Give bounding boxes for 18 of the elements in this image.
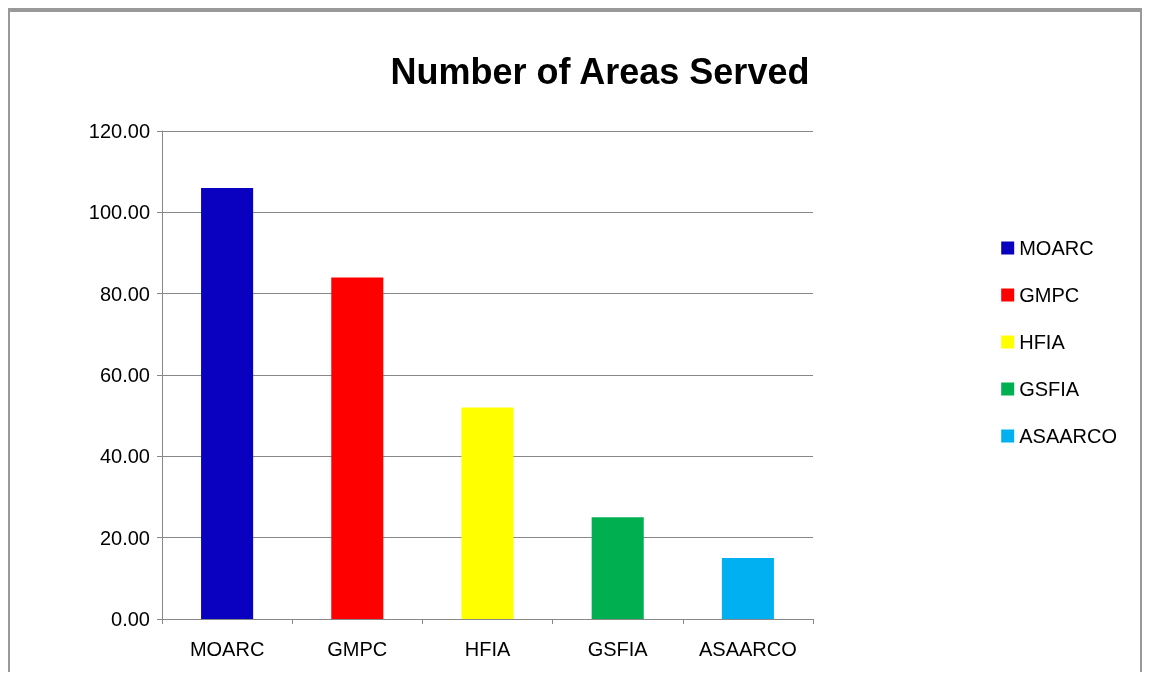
y-tick-label: 80.00 xyxy=(99,282,150,305)
x-tick-label: GSFIA xyxy=(587,638,649,660)
y-tick-label: 20.00 xyxy=(99,526,150,549)
x-tick-label: HFIA xyxy=(464,638,511,660)
x-tick-label: GMPC xyxy=(327,638,388,660)
y-tick-label: 40.00 xyxy=(99,445,150,468)
legend-label: GMPC xyxy=(1019,284,1080,306)
legend-label: MOARC xyxy=(1019,237,1094,259)
x-tick-label: MOARC xyxy=(189,638,265,660)
legend-label: GSFIA xyxy=(1019,378,1080,400)
legend-label: ASAARCO xyxy=(1019,425,1118,447)
y-tick-label: 60.00 xyxy=(99,364,150,386)
chart-title: Number of Areas Served xyxy=(390,50,810,92)
y-tick-label: 0.00 xyxy=(111,608,150,630)
x-tick-label: ASAARCO xyxy=(698,638,797,660)
legend-label: HFIA xyxy=(1019,331,1066,353)
y-tick-label: 100.00 xyxy=(88,201,150,224)
y-tick-label: 120.00 xyxy=(88,120,150,142)
